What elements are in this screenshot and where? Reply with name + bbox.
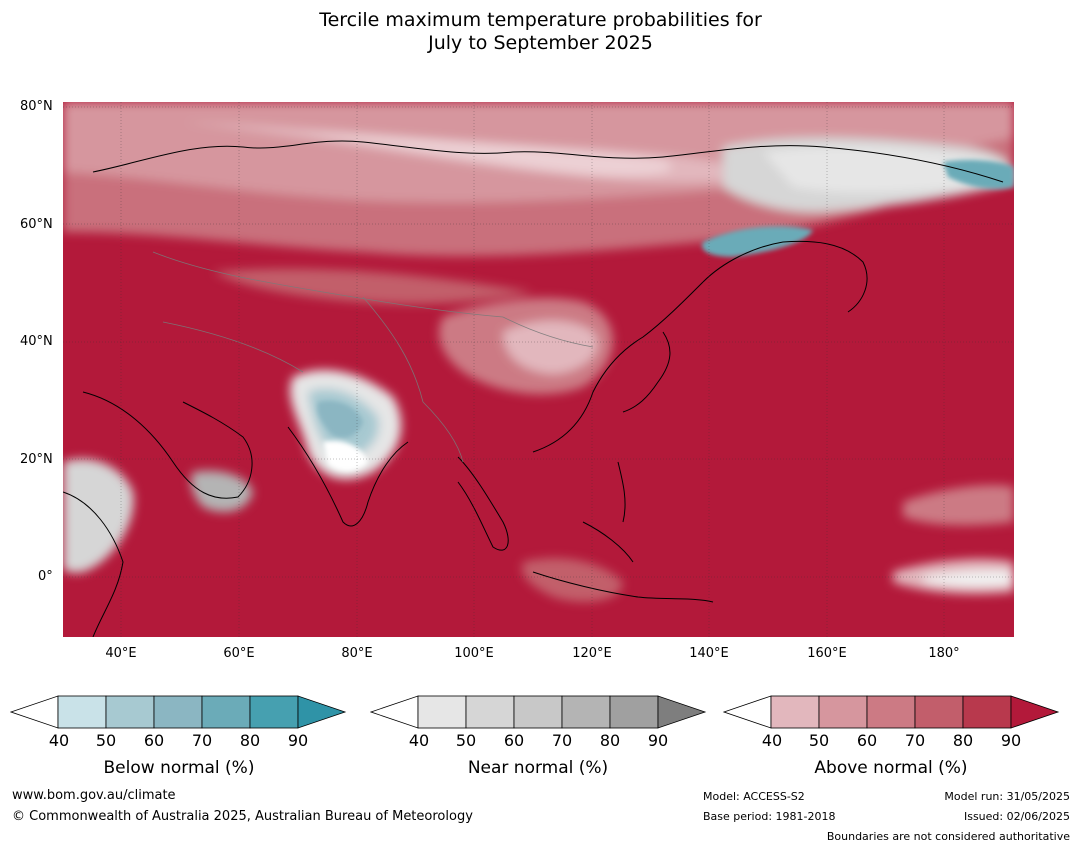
cbar-near-tick-60: 60 <box>503 731 525 750</box>
coastlines <box>63 140 1004 637</box>
cbar-above-tick-70: 70 <box>904 731 926 750</box>
cbar-near-segment <box>561 695 611 729</box>
cbar-near-title: Near normal (%) <box>467 758 609 778</box>
probability-fields <box>63 102 1014 602</box>
cbar-below-tick-50: 50 <box>95 731 117 750</box>
cbar-near-tick-40: 40 <box>408 731 430 750</box>
colorbar-below-normal <box>10 695 347 729</box>
cbar-above-segment <box>770 695 820 729</box>
cbar-above-segment <box>866 695 916 729</box>
cbar-below-segment <box>153 695 203 729</box>
cbar-near-segment <box>417 695 467 729</box>
cbar-near-extend-low <box>370 695 419 729</box>
footer-model: Model: ACCESS-S2 <box>703 790 805 803</box>
cbar-near-tick-80: 80 <box>599 731 621 750</box>
footer-url: www.bom.gov.au/climate <box>12 788 176 803</box>
footer-copyright: © Commonwealth of Australia 2025, Austra… <box>12 809 473 824</box>
cbar-above-extend-high <box>1010 695 1060 729</box>
cbar-near-segment <box>513 695 563 729</box>
lon-label-120e: 120°E <box>572 646 612 661</box>
lat-label-60n: 60°N <box>20 217 53 232</box>
cbar-above-title: Above normal (%) <box>814 758 968 778</box>
cbar-above-tick-50: 50 <box>808 731 830 750</box>
cbar-below-tick-90: 90 <box>287 731 309 750</box>
footer-base-period: Base period: 1981-2018 <box>703 810 836 823</box>
lat-label-80n: 80°N <box>20 99 53 114</box>
cbar-above-segment <box>962 695 1012 729</box>
footer-disclaimer: Boundaries are not considered authoritat… <box>826 830 1070 843</box>
cbar-below-segment <box>201 695 251 729</box>
cbar-below-segment <box>105 695 155 729</box>
cbar-above-tick-90: 90 <box>1000 731 1022 750</box>
cbar-below-tick-70: 70 <box>191 731 213 750</box>
lon-label-100e: 100°E <box>454 646 494 661</box>
lon-label-160e: 160°E <box>807 646 847 661</box>
cbar-above-tick-80: 80 <box>952 731 974 750</box>
cbar-above-extend-low <box>723 695 772 729</box>
lon-label-180: 180° <box>928 646 960 661</box>
cbar-above-segment <box>818 695 868 729</box>
cbar-near-tick-70: 70 <box>551 731 573 750</box>
lon-label-140e: 140°E <box>689 646 729 661</box>
lat-label-20n: 20°N <box>20 452 53 467</box>
footer-issued: Issued: 02/06/2025 <box>963 810 1070 823</box>
title-line-2: July to September 2025 <box>428 32 653 54</box>
cbar-below-segment <box>57 695 107 729</box>
cbar-below-tick-60: 60 <box>143 731 165 750</box>
title-line-1: Tercile maximum temperature probabilitie… <box>319 9 762 31</box>
lat-label-40n: 40°N <box>20 334 53 349</box>
lat-label-0: 0° <box>38 569 53 584</box>
lon-label-40e: 40°E <box>105 646 137 661</box>
cbar-near-segment <box>609 695 659 729</box>
graticule <box>63 102 1014 637</box>
cbar-above-segment <box>914 695 964 729</box>
cbar-below-extend-high <box>297 695 347 729</box>
cbar-above-tick-60: 60 <box>856 731 878 750</box>
cbar-near-tick-50: 50 <box>455 731 477 750</box>
cbar-below-title: Below normal (%) <box>103 758 255 778</box>
cbar-near-segment <box>465 695 515 729</box>
cbar-below-tick-40: 40 <box>48 731 70 750</box>
cbar-near-tick-90: 90 <box>647 731 669 750</box>
lon-label-60e: 60°E <box>223 646 255 661</box>
colorbar-near-normal <box>370 695 707 729</box>
cbar-below-extend-low <box>10 695 59 729</box>
map-title: Tercile maximum temperature probabilitie… <box>0 9 1081 55</box>
cbar-above-tick-40: 40 <box>761 731 783 750</box>
footer-model-run: Model run: 31/05/2025 <box>944 790 1070 803</box>
cbar-below-segment <box>249 695 299 729</box>
cbar-near-extend-high <box>657 695 707 729</box>
lon-label-80e: 80°E <box>341 646 373 661</box>
country-borders <box>152 251 594 463</box>
cbar-below-tick-80: 80 <box>239 731 261 750</box>
colorbar-above-normal <box>723 695 1060 729</box>
probability-map <box>63 102 1014 637</box>
